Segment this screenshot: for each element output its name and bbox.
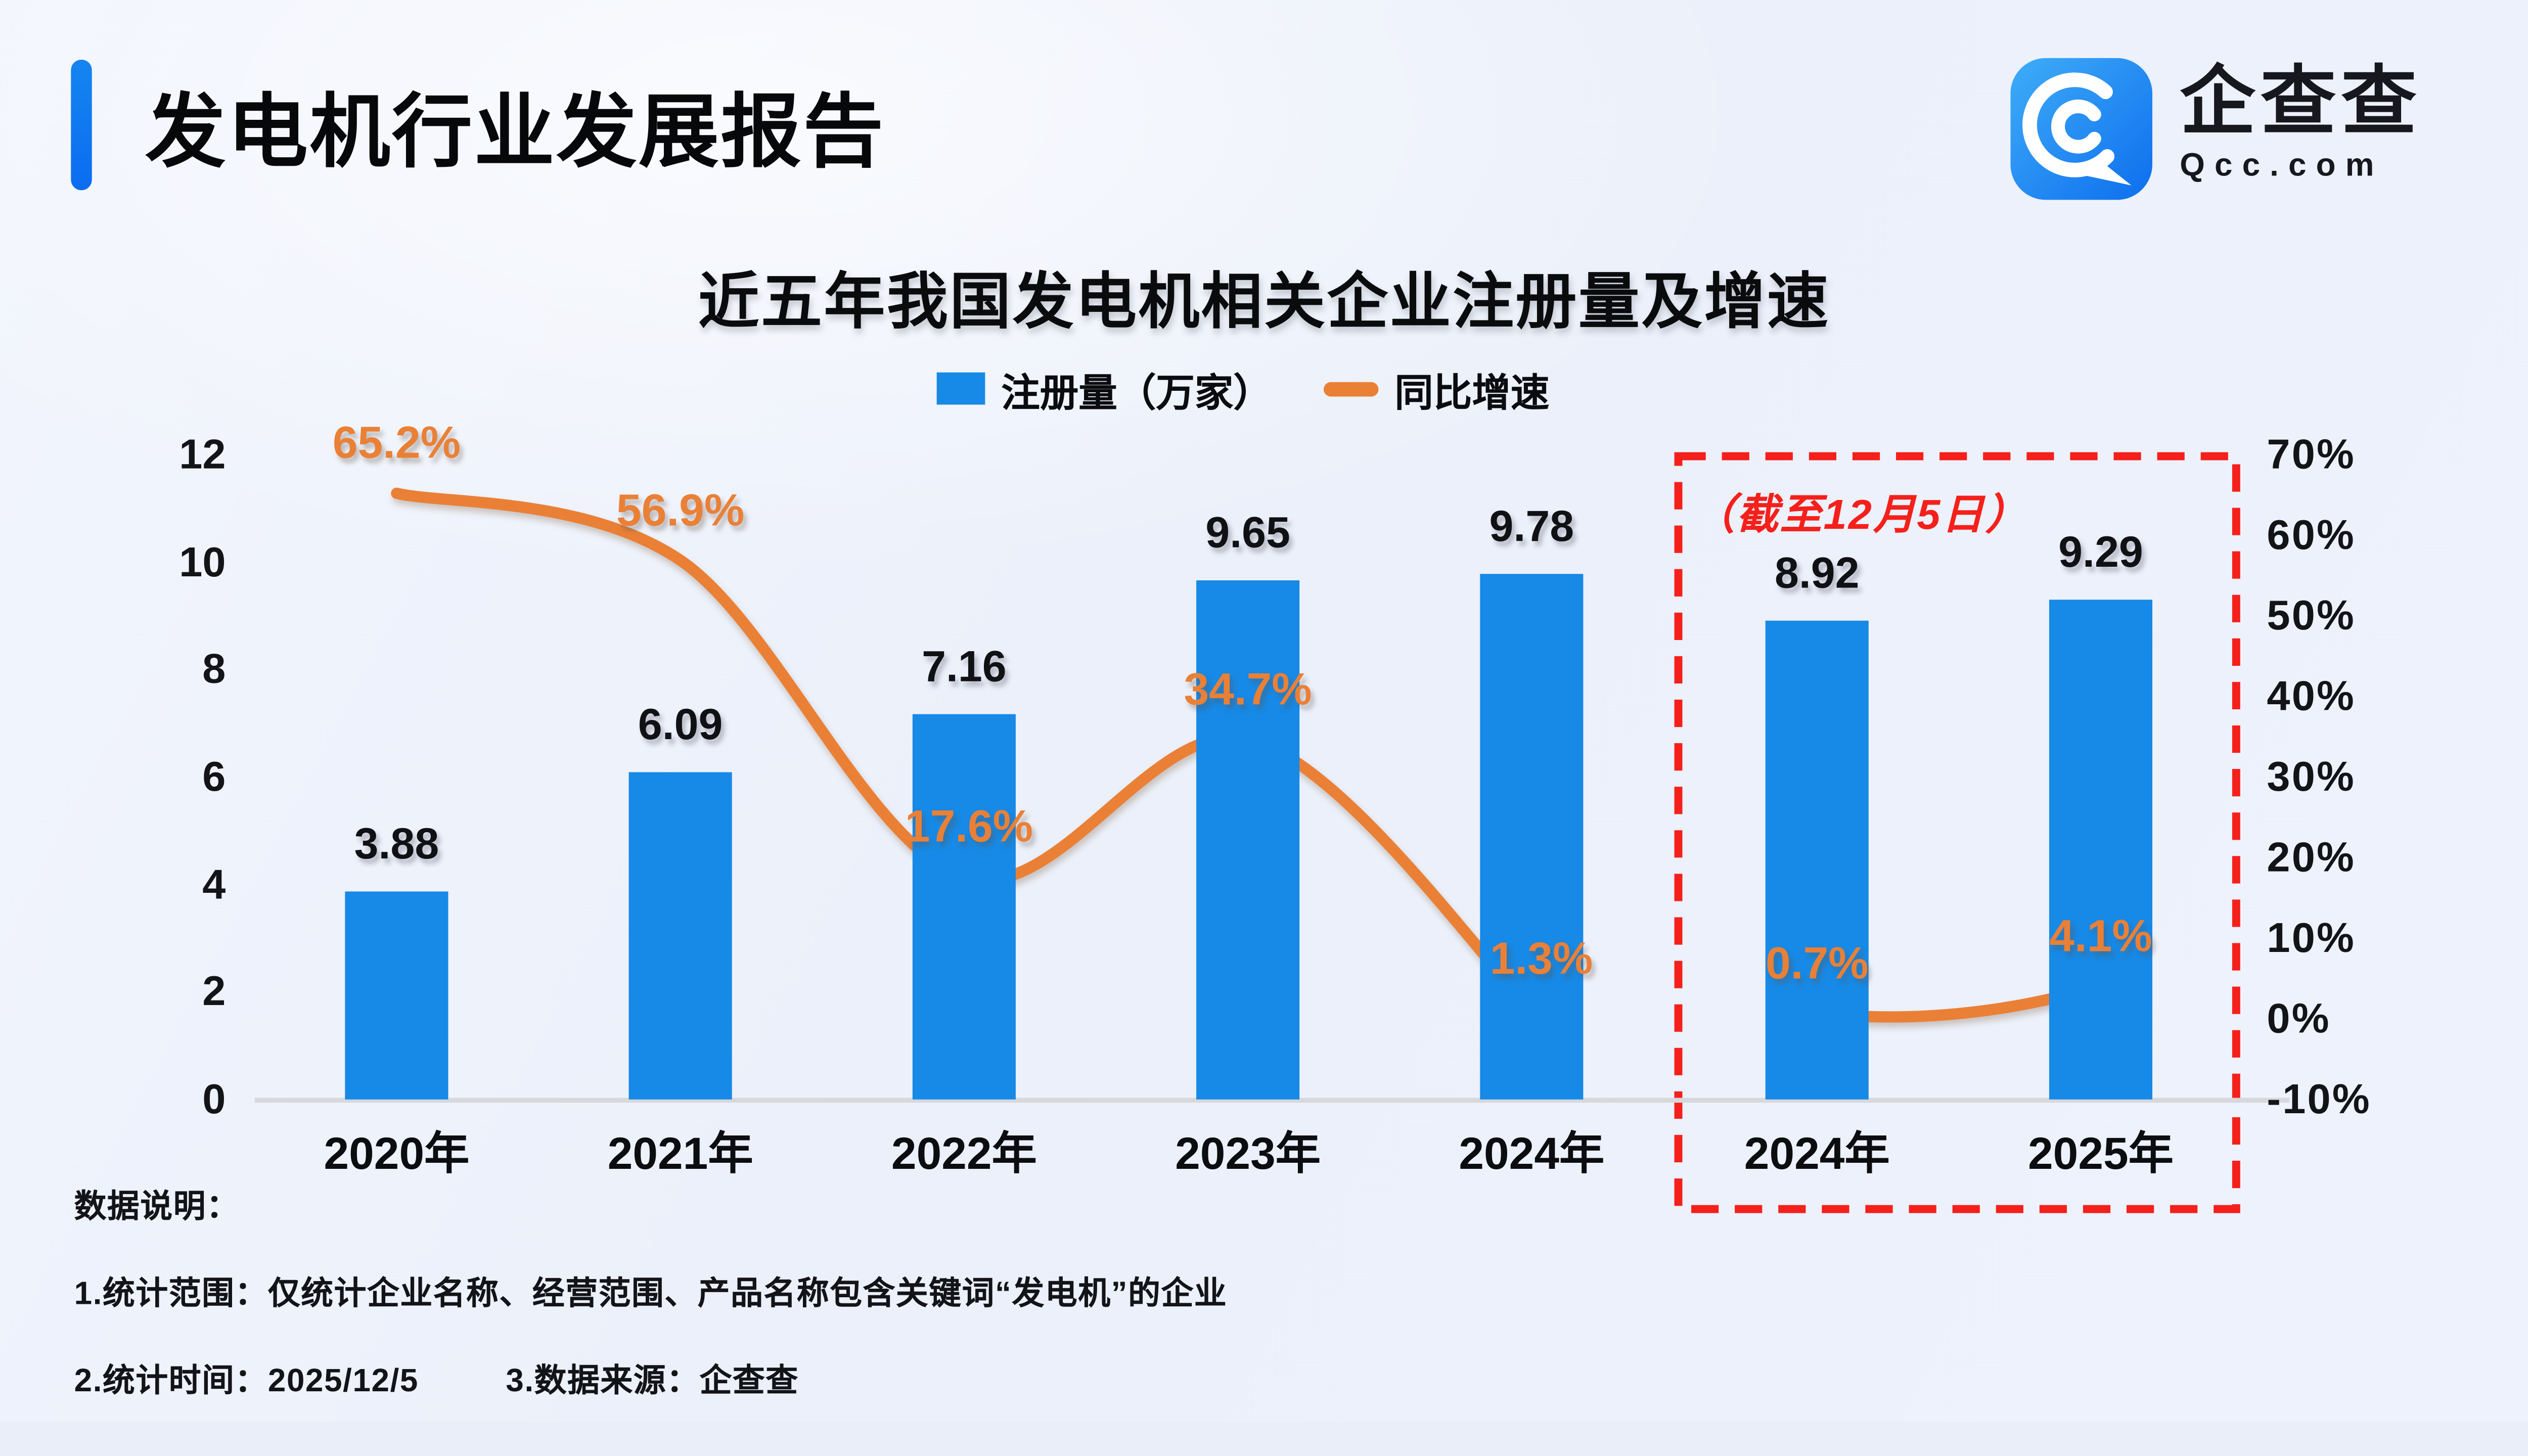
growth-value-label: 1.3%: [1489, 932, 1593, 983]
bar-value-label: 6.09: [638, 700, 723, 749]
qcc-logo: 企查查 Qcc.com: [2010, 58, 2421, 200]
footer-notes: 数据说明： 1.统计范围：仅统计企业名称、经营范围、产品名称包含关键词“发电机”…: [74, 1180, 1228, 1401]
right-axis-tick: 30%: [2267, 752, 2356, 801]
bar: [345, 891, 448, 1100]
x-axis-label: 2023年: [1175, 1128, 1321, 1178]
highlight-annotation: （截至12月5日）: [1693, 490, 2029, 539]
left-axis-tick: 6: [202, 752, 226, 801]
bar: [1196, 581, 1300, 1100]
x-axis-label: 2022年: [891, 1128, 1037, 1178]
growth-value-label: 17.6%: [905, 801, 1033, 851]
left-axis-tick: 12: [179, 429, 226, 478]
chart-title: 近五年我国发电机相关企业注册量及增速: [698, 269, 1830, 337]
footer-note-3: 3.数据来源：企查查: [506, 1363, 799, 1399]
qcc-logo-icon: [2010, 58, 2153, 200]
chart-plot-area: （截至12月5日） 12 10 8 6 4 2 0 70% 60% 50% 40% 30% 20% 10%…: [179, 417, 2371, 1213]
highlight-box: [1674, 452, 2240, 1213]
legend-bar-label: 注册量（万家）: [1001, 372, 1272, 416]
left-axis-tick: 10: [179, 537, 226, 586]
page-title: 发电机行业发展报告: [145, 87, 885, 177]
bar: [1765, 620, 1869, 1100]
footer-note-row: 2.统计时间：2025/12/5 3.数据来源：企查查: [74, 1354, 1228, 1401]
x-axis-baseline: [254, 1098, 2290, 1103]
legend-bar-swatch: [936, 372, 985, 405]
growth-value-label: 65.2%: [332, 417, 461, 468]
bar: [628, 772, 732, 1100]
right-axis-tick: 50%: [2267, 590, 2356, 640]
header-accent-bar: [71, 59, 92, 191]
x-axis-label: 2021年: [607, 1128, 753, 1178]
left-axis-tick: 2: [202, 967, 226, 1016]
bar-value-label: 7.16: [922, 643, 1007, 692]
footer-heading: 数据说明：: [74, 1190, 240, 1225]
growth-value-label: 34.7%: [1184, 663, 1312, 714]
logo-brand-text: 企查查: [2180, 58, 2422, 144]
x-axis-label: 2025年: [2028, 1128, 2174, 1178]
left-axis-tick: 4: [202, 859, 226, 908]
right-axis-tick: 20%: [2267, 833, 2356, 881]
logo-domain-text: Qcc.com: [2180, 148, 2384, 184]
right-axis-tick: 40%: [2267, 671, 2356, 720]
bar: [1480, 574, 1584, 1100]
legend-line-label: 同比增速: [1394, 372, 1550, 416]
bar-value-label: 9.65: [1205, 509, 1290, 558]
bar-value-label: 8.92: [1774, 548, 1860, 597]
x-axis-label: 2024年: [1459, 1128, 1605, 1178]
right-axis-tick: 0%: [2267, 993, 2331, 1042]
right-axis-tick: 70%: [2267, 429, 2356, 478]
right-axis-tick: 10%: [2267, 913, 2356, 962]
growth-value-label: 56.9%: [616, 484, 745, 535]
x-axis-label: 2024年: [1744, 1128, 1890, 1178]
left-axis-tick: 0: [202, 1074, 226, 1123]
bar: [2049, 600, 2153, 1100]
bar-value-label: 9.29: [2058, 528, 2143, 577]
chart-legend: 注册量（万家） 同比增速: [0, 365, 2486, 415]
bar: [912, 714, 1016, 1100]
footer-note-1: 1.统计范围：仅统计企业名称、经营范围、产品名称包含关键词“发电机”的企业: [74, 1277, 1228, 1312]
footer-note-2: 2.统计时间：2025/12/5: [74, 1363, 419, 1399]
bar-value-label: 9.78: [1489, 502, 1574, 551]
right-axis-tick: 60%: [2267, 510, 2356, 559]
left-axis-tick: 8: [202, 644, 226, 693]
growth-value-label: 0.7%: [1765, 937, 1869, 988]
right-axis-tick: -10%: [2267, 1074, 2371, 1123]
bar-value-label: 3.88: [354, 819, 439, 868]
growth-value-label: 4.1%: [2049, 910, 2152, 960]
legend-line-swatch: [1323, 381, 1379, 396]
infographic-canvas: 发电机行业发展报告 企查查 Qcc.com 近五年我国发电机相关企业注册量及增速…: [0, 0, 2528, 1422]
x-axis-label: 2020年: [324, 1128, 470, 1178]
